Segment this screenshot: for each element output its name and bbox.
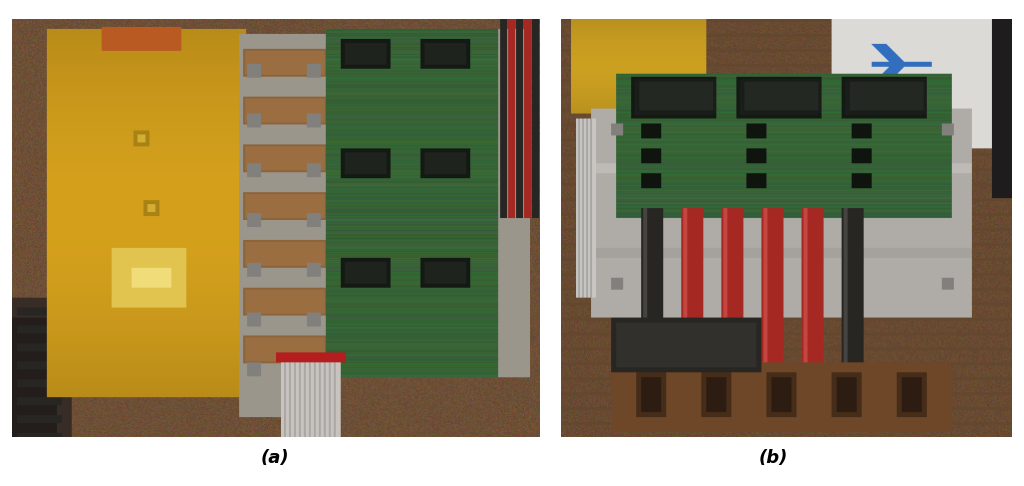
Text: (b): (b): [759, 449, 787, 467]
Text: (a): (a): [260, 449, 289, 467]
